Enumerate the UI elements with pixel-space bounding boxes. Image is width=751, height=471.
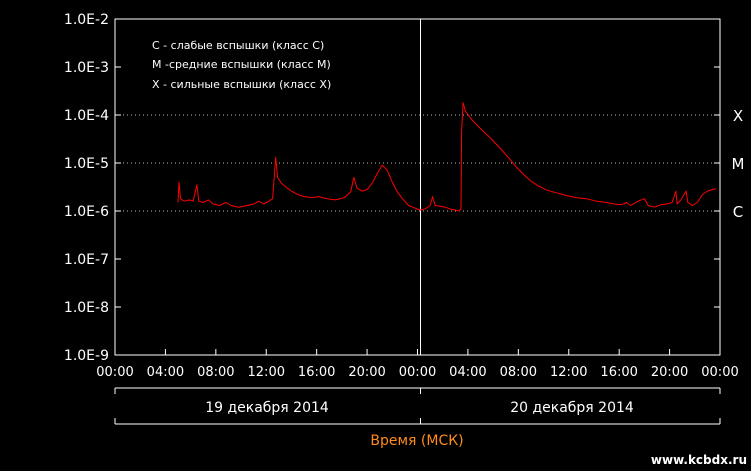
legend-entry-m: M -средние вспышки (класс M) — [152, 58, 331, 71]
class-markers: X M C — [732, 107, 745, 221]
y-tick-label: 1.0E-8 — [64, 300, 109, 316]
y-tick-label: 1.0E-4 — [64, 108, 109, 124]
x-tick-label: 08:00 — [500, 365, 537, 380]
date-band — [114, 387, 721, 425]
watermark: www.kcbdx.ru — [650, 453, 747, 467]
legend-entry-c: C - слабые вспышки (класс C) — [152, 39, 324, 52]
y-axis: 1.0E-2 1.0E-3 1.0E-4 1.0E-5 1.0E-6 1.0E-7 1.0E… — [64, 12, 720, 364]
y-tick-label: 1.0E-3 — [64, 60, 109, 76]
x-tick-label: 00:00 — [399, 365, 436, 380]
flux-series — [177, 102, 717, 212]
y-tick-label: 1.0E-6 — [64, 204, 109, 220]
class-marker-label: M — [732, 155, 745, 173]
legend: C - слабые вспышки (класс C) M -средние … — [152, 39, 331, 91]
date-label-day1: 19 декабря 2014 — [205, 400, 329, 416]
class-gridlines — [115, 114, 720, 212]
x-axis-title: Время (МСК) — [370, 433, 463, 449]
x-tick-label: 20:00 — [651, 365, 688, 380]
x-tick-label: 04:00 — [147, 365, 184, 380]
y-tick-label: 1.0E-9 — [64, 348, 109, 364]
x-tick-label: 08:00 — [197, 365, 234, 380]
x-tick-label: 04:00 — [449, 365, 486, 380]
x-tick-label: 00:00 — [96, 365, 133, 380]
series-line — [177, 102, 717, 212]
x-tick-label: 16:00 — [298, 365, 335, 380]
x-tick-label: 12:00 — [248, 365, 285, 380]
y-tick-label: 1.0E-2 — [64, 12, 109, 28]
plot-frame — [114, 18, 721, 356]
x-tick-label: 16:00 — [600, 365, 637, 380]
date-label-day2: 20 декабря 2014 — [510, 400, 634, 416]
y-tick-label: 1.0E-7 — [64, 252, 109, 268]
class-marker-label: X — [733, 107, 743, 125]
x-tick-label: 12:00 — [550, 365, 587, 380]
class-marker-label: C — [733, 203, 743, 221]
legend-entry-x: X - сильные вспышки (класс X) — [152, 78, 331, 91]
x-tick-label: 20:00 — [348, 365, 385, 380]
y-tick-label: 1.0E-5 — [64, 156, 109, 172]
x-axis: 00:00 04:00 08:00 12:00 16:00 20:00 00:00 04:00… — [96, 349, 739, 380]
x-tick-label: 00:00 — [701, 365, 738, 380]
